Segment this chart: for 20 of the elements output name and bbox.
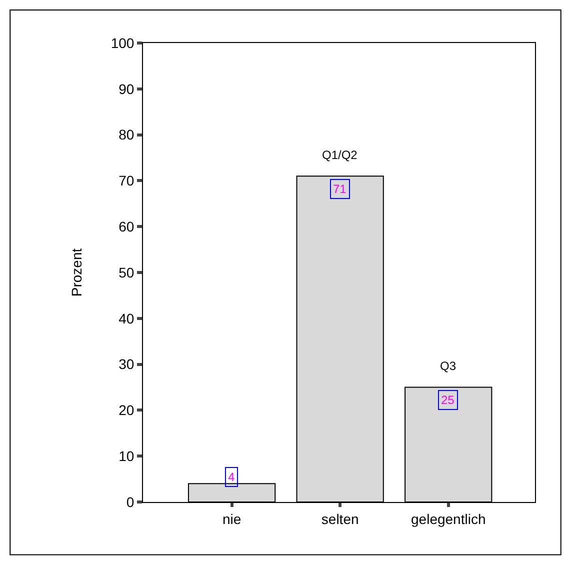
data-label: 71 (333, 182, 347, 196)
y-tick-label: 70 (118, 172, 134, 189)
y-tick-label: 10 (118, 448, 134, 464)
y-axis-title: Prozent (68, 248, 84, 297)
y-tick-label: 100 (110, 34, 134, 51)
y-tick-label: 90 (118, 80, 134, 97)
x-tick-label: nie (222, 510, 242, 527)
y-tick-label: 80 (118, 126, 134, 143)
x-tick-label: gelegentlich (411, 510, 486, 527)
y-tick-label: 20 (118, 402, 134, 418)
y-tick-label: 60 (118, 218, 134, 234)
y-tick-label: 40 (118, 310, 134, 326)
y-tick-label: 50 (118, 264, 134, 280)
annotation: Q1/Q2 (322, 148, 358, 162)
y-tick-label: 30 (118, 356, 134, 372)
y-tick-label: 0 (126, 494, 134, 510)
data-label: 25 (441, 393, 455, 407)
x-tick-label: selten (321, 510, 359, 527)
annotation: Q3 (440, 359, 456, 373)
data-label: 4 (228, 470, 235, 484)
